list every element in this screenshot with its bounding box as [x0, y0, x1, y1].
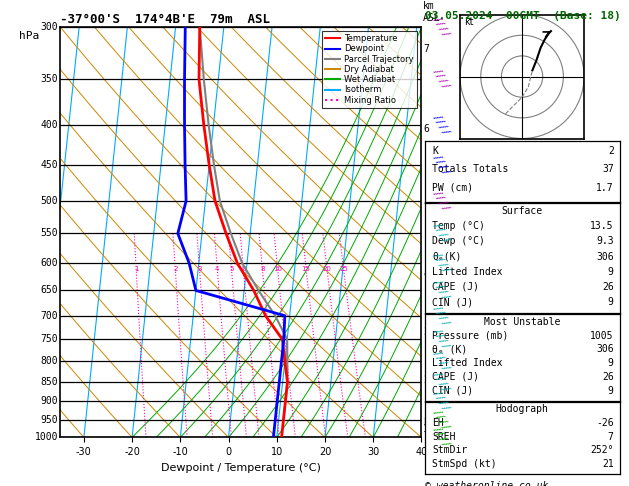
Text: ////: //// — [431, 67, 451, 92]
Text: kt: kt — [464, 17, 474, 27]
Text: 1005: 1005 — [590, 331, 614, 341]
Text: 306: 306 — [596, 345, 614, 354]
Text: ////: //// — [431, 152, 451, 178]
Text: km
ASL: km ASL — [423, 1, 441, 23]
Text: K: K — [432, 146, 438, 156]
Text: 2: 2 — [423, 375, 429, 385]
Text: 15: 15 — [302, 266, 311, 272]
Text: StmDir: StmDir — [432, 445, 467, 455]
Text: ////: //// — [431, 425, 451, 450]
Text: Lifted Index: Lifted Index — [432, 267, 503, 277]
Text: ////: //// — [431, 303, 451, 329]
Text: θₑ(K): θₑ(K) — [432, 252, 462, 261]
Text: ////: //// — [431, 14, 451, 39]
Text: 9: 9 — [608, 267, 614, 277]
Text: 850: 850 — [40, 377, 58, 387]
Text: Pressure (mb): Pressure (mb) — [432, 331, 509, 341]
Text: 900: 900 — [40, 397, 58, 406]
Text: ////: //// — [431, 278, 451, 303]
Text: 20: 20 — [323, 266, 331, 272]
Text: Dewp (°C): Dewp (°C) — [432, 236, 485, 246]
Text: ////: //// — [431, 389, 451, 414]
Text: 2: 2 — [608, 146, 614, 156]
Text: 03.05.2024  00GMT  (Base: 18): 03.05.2024 00GMT (Base: 18) — [425, 11, 620, 21]
Text: 4: 4 — [423, 269, 429, 279]
Text: LCL: LCL — [423, 417, 438, 426]
Text: 5: 5 — [229, 266, 233, 272]
Text: -26: -26 — [596, 418, 614, 428]
X-axis label: Dewpoint / Temperature (°C): Dewpoint / Temperature (°C) — [160, 463, 321, 473]
Text: Surface: Surface — [501, 206, 543, 216]
Text: 400: 400 — [40, 120, 58, 130]
Text: 7: 7 — [423, 44, 429, 54]
Text: ////: //// — [431, 112, 451, 138]
Text: 300: 300 — [40, 22, 58, 32]
Text: 750: 750 — [40, 334, 58, 344]
Text: ////: //// — [431, 407, 451, 433]
Text: 252°: 252° — [590, 445, 614, 455]
Text: PW (cm): PW (cm) — [432, 183, 474, 193]
Text: 6: 6 — [423, 124, 429, 134]
Text: 21: 21 — [602, 459, 614, 469]
Text: hPa: hPa — [19, 31, 39, 41]
Text: Mixing Ratio (g/kg): Mixing Ratio (g/kg) — [449, 176, 459, 288]
Text: 3: 3 — [423, 328, 429, 337]
Text: 2: 2 — [173, 266, 177, 272]
Text: 1: 1 — [134, 266, 138, 272]
Text: 950: 950 — [40, 415, 58, 425]
Text: -37°00'S  174°4B'E  79m  ASL: -37°00'S 174°4B'E 79m ASL — [60, 13, 270, 26]
Text: 8: 8 — [260, 266, 265, 272]
Text: 350: 350 — [40, 74, 58, 84]
Text: 700: 700 — [40, 311, 58, 321]
Text: 9: 9 — [608, 297, 614, 307]
Text: 37: 37 — [602, 164, 614, 174]
Text: 26: 26 — [602, 372, 614, 382]
Text: 9: 9 — [608, 358, 614, 368]
Text: 600: 600 — [40, 258, 58, 268]
Text: 1: 1 — [423, 424, 429, 434]
Text: Most Unstable: Most Unstable — [484, 317, 560, 327]
Text: SREH: SREH — [432, 432, 456, 441]
Text: 7: 7 — [608, 432, 614, 441]
Text: ////: //// — [431, 327, 451, 352]
Text: 650: 650 — [40, 285, 58, 295]
Text: 9: 9 — [608, 386, 614, 396]
Text: CAPE (J): CAPE (J) — [432, 282, 479, 292]
Text: 26: 26 — [602, 282, 614, 292]
Text: 1.7: 1.7 — [596, 183, 614, 193]
Text: 306: 306 — [596, 252, 614, 261]
Text: CIN (J): CIN (J) — [432, 297, 474, 307]
Text: CIN (J): CIN (J) — [432, 386, 474, 396]
Text: Temp (°C): Temp (°C) — [432, 221, 485, 231]
Text: 800: 800 — [40, 356, 58, 366]
Text: 450: 450 — [40, 160, 58, 170]
Text: ////: //// — [431, 369, 451, 395]
Text: 500: 500 — [40, 196, 58, 206]
Text: 5: 5 — [423, 196, 429, 206]
Text: ////: //// — [431, 221, 451, 246]
Legend: Temperature, Dewpoint, Parcel Trajectory, Dry Adiabat, Wet Adiabat, Isotherm, Mi: Temperature, Dewpoint, Parcel Trajectory… — [322, 31, 417, 108]
Text: θₑ (K): θₑ (K) — [432, 345, 467, 354]
Text: 4: 4 — [215, 266, 220, 272]
Text: StmSpd (kt): StmSpd (kt) — [432, 459, 497, 469]
Text: Hodograph: Hodograph — [496, 404, 548, 415]
Text: 9.3: 9.3 — [596, 236, 614, 246]
Text: ////: //// — [431, 250, 451, 276]
Text: 6: 6 — [241, 266, 245, 272]
Text: ////: //// — [431, 348, 451, 374]
Text: © weatheronline.co.uk: © weatheronline.co.uk — [425, 481, 548, 486]
Text: ////: //// — [431, 188, 451, 214]
Text: Totals Totals: Totals Totals — [432, 164, 509, 174]
Text: 1000: 1000 — [35, 433, 58, 442]
Text: EH: EH — [432, 418, 444, 428]
Text: 25: 25 — [339, 266, 348, 272]
Text: 3: 3 — [198, 266, 202, 272]
Text: CAPE (J): CAPE (J) — [432, 372, 479, 382]
Text: Lifted Index: Lifted Index — [432, 358, 503, 368]
Text: 550: 550 — [40, 228, 58, 239]
Text: 13.5: 13.5 — [590, 221, 614, 231]
Text: 10: 10 — [273, 266, 282, 272]
